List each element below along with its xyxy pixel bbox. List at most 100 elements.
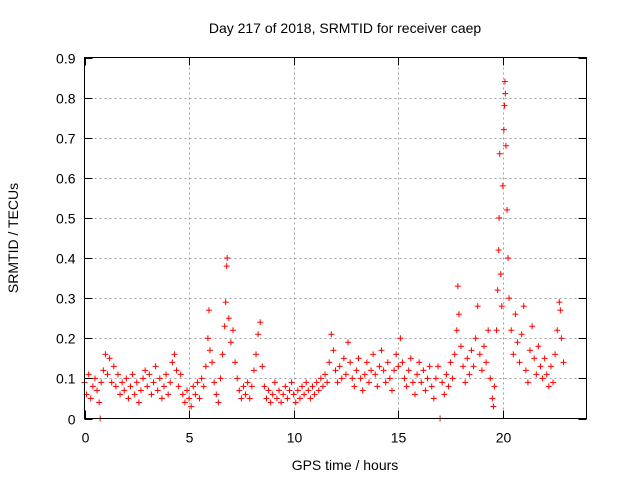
data-point <box>301 391 308 398</box>
data-point <box>455 311 462 318</box>
data-point <box>361 371 368 378</box>
marks-layer <box>81 78 567 422</box>
data-point <box>282 383 289 390</box>
y-tick-label: 0.2 <box>56 331 76 347</box>
x-tick-label: 0 <box>82 430 90 446</box>
data-point <box>500 126 507 133</box>
data-point <box>156 375 163 382</box>
data-point <box>173 367 180 374</box>
data-point <box>200 383 207 390</box>
plot-frame <box>84 57 587 419</box>
data-point <box>449 375 456 382</box>
data-point <box>284 395 291 402</box>
data-point <box>524 379 531 386</box>
data-point <box>554 327 561 334</box>
data-point <box>357 375 364 382</box>
data-point <box>426 363 433 370</box>
data-point <box>303 379 310 386</box>
data-point <box>353 367 360 374</box>
data-point <box>286 387 293 394</box>
data-point <box>502 142 509 149</box>
data-point <box>506 295 513 302</box>
data-point <box>441 391 448 398</box>
data-point <box>493 327 500 334</box>
data-point <box>552 351 559 358</box>
data-point <box>539 375 546 382</box>
data-point <box>207 347 213 354</box>
data-point <box>397 335 404 342</box>
data-point <box>186 395 193 402</box>
y-tick-label: 0.6 <box>56 171 76 187</box>
data-point <box>497 271 504 278</box>
data-point <box>336 363 343 370</box>
data-point <box>133 379 140 386</box>
data-point <box>414 371 421 378</box>
data-point <box>324 379 331 386</box>
data-point <box>319 383 326 390</box>
data-point <box>512 311 519 318</box>
data-point <box>332 367 339 374</box>
data-point <box>217 375 224 382</box>
data-point <box>309 383 316 390</box>
y-tick-label: 0.4 <box>56 251 76 267</box>
data-point <box>496 150 503 157</box>
data-point <box>472 335 479 342</box>
data-point <box>236 387 243 394</box>
data-point <box>125 395 132 402</box>
data-point <box>144 383 151 390</box>
data-point <box>114 371 121 378</box>
data-point <box>556 299 563 306</box>
data-point <box>129 371 136 378</box>
data-point <box>183 387 190 394</box>
data-point <box>529 323 536 330</box>
data-point <box>227 339 234 346</box>
data-point <box>137 387 144 394</box>
data-point <box>154 387 161 394</box>
data-point <box>299 383 306 390</box>
data-point <box>505 255 512 262</box>
data-point <box>278 399 285 406</box>
data-point <box>117 391 124 398</box>
data-point <box>121 387 128 394</box>
data-point <box>453 327 460 334</box>
data-point <box>502 90 509 97</box>
data-point <box>466 371 473 378</box>
x-tick-label: 5 <box>186 430 194 446</box>
data-point <box>420 367 427 374</box>
data-point <box>514 339 521 346</box>
data-point <box>223 263 230 270</box>
data-point <box>273 395 280 402</box>
data-point <box>489 395 496 402</box>
data-point <box>269 391 276 398</box>
data-point <box>87 395 94 402</box>
data-point <box>215 399 222 406</box>
data-point <box>181 399 188 406</box>
data-point <box>104 371 111 378</box>
data-point <box>232 359 239 366</box>
y-tick-label: 0.7 <box>56 131 76 147</box>
data-point <box>522 367 529 374</box>
data-point <box>407 355 414 362</box>
data-point <box>219 351 226 358</box>
data-point <box>292 399 299 406</box>
data-point <box>108 379 115 386</box>
data-point <box>474 303 481 310</box>
y-tick-label: 0.9 <box>56 51 76 67</box>
data-point <box>378 347 385 354</box>
data-point <box>347 359 354 366</box>
data-point <box>317 375 324 382</box>
data-point <box>458 343 464 350</box>
data-point <box>380 367 387 374</box>
data-point <box>434 363 441 370</box>
data-point <box>240 383 247 390</box>
data-point <box>160 383 167 390</box>
data-point <box>370 351 377 358</box>
data-point <box>349 375 356 382</box>
data-point <box>242 391 249 398</box>
data-point <box>221 323 228 330</box>
data-point <box>307 395 314 402</box>
data-point <box>224 255 231 262</box>
data-point <box>196 395 203 402</box>
